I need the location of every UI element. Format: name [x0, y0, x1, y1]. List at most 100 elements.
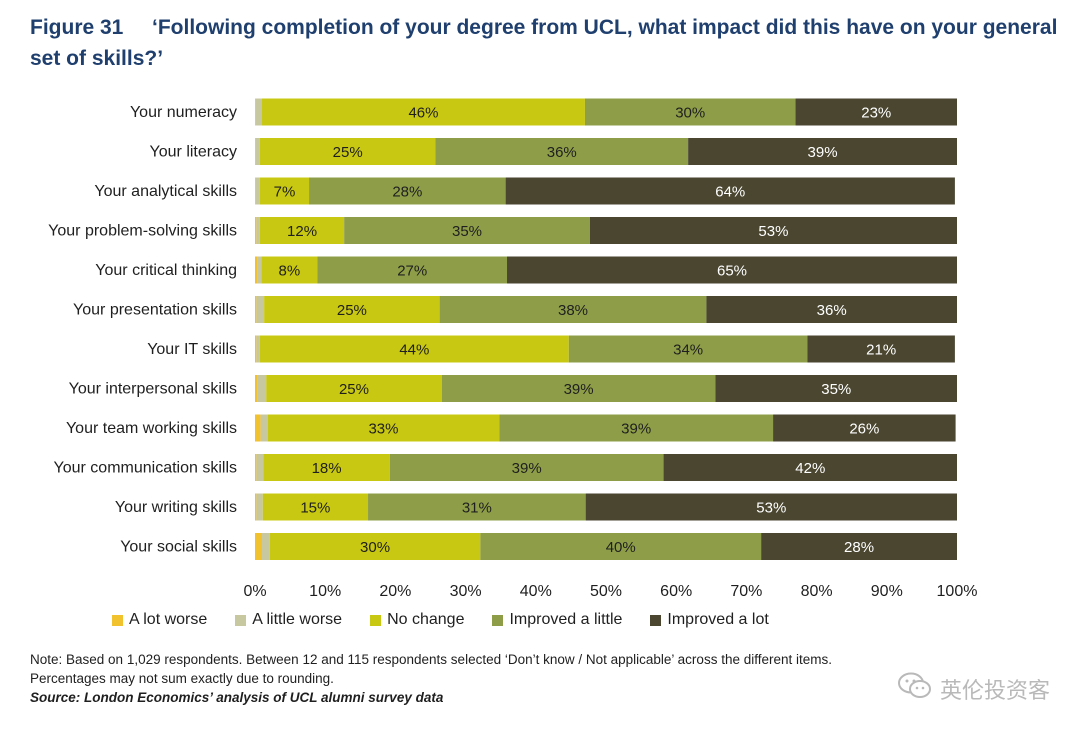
- data-label: 42%: [795, 460, 825, 477]
- bar-segment: [255, 98, 256, 126]
- category-label: Your communication skills: [54, 460, 237, 477]
- data-label: 39%: [808, 144, 838, 161]
- legend-item: Improved a little: [492, 611, 622, 629]
- bar-segment: [256, 217, 260, 244]
- data-label: 38%: [558, 302, 588, 319]
- bar-segment: [688, 138, 957, 165]
- legend-label: A little worse: [252, 611, 343, 628]
- bar-segment: [255, 138, 260, 165]
- x-tick-label: 60%: [660, 583, 692, 600]
- bar-segment: [264, 296, 440, 323]
- bar-segment: [261, 256, 318, 284]
- data-label: 65%: [717, 263, 747, 280]
- notes-block: Note: Based on 1,029 respondents. Betwee…: [30, 650, 832, 707]
- wechat-icon: [897, 672, 932, 706]
- category-label: Your problem-solving skills: [48, 223, 237, 240]
- x-tick-label: 30%: [450, 583, 482, 600]
- bar-segment: [761, 533, 957, 560]
- data-label: 12%: [287, 223, 317, 240]
- legend-swatch: [235, 614, 247, 626]
- bar-segment: [267, 414, 500, 442]
- bar-segment: [773, 414, 956, 442]
- bar-segment: [715, 375, 957, 402]
- note-line-2: Percentages may not sum exactly due to r…: [30, 671, 334, 686]
- legend-swatch: [112, 614, 123, 626]
- bar-segment: [262, 98, 585, 126]
- bar-segment: [255, 296, 257, 323]
- legend-swatch: [492, 614, 504, 626]
- data-label: 25%: [333, 144, 363, 161]
- legend-item: A lot worse: [112, 611, 207, 629]
- chart-legend: A lot worse A little worse No change Improv…: [112, 609, 797, 631]
- category-label: Your critical thinking: [95, 262, 237, 279]
- bar-segment: [585, 493, 957, 521]
- category-label: Your IT skills: [147, 341, 237, 358]
- data-label: 46%: [408, 105, 438, 122]
- category-label: Your numeracy: [130, 104, 237, 121]
- data-label: 64%: [715, 184, 745, 201]
- data-label: 30%: [360, 539, 390, 556]
- bar-segment: [663, 454, 957, 481]
- bar-segment: [269, 533, 481, 560]
- bar-segment: [262, 493, 369, 521]
- bar-segment: [256, 493, 263, 521]
- legend-swatch: [650, 614, 662, 626]
- bar-segment: [439, 296, 707, 323]
- legend-label: No change: [387, 611, 465, 628]
- data-label: 31%: [462, 500, 492, 517]
- data-label: 30%: [675, 105, 705, 122]
- x-tick-label: 70%: [730, 583, 762, 600]
- stacked-bar-chart: Your numeracy 46% 30% 23% Your literacy 25% 36…: [48, 98, 977, 600]
- bar-segment: [255, 138, 256, 165]
- bar-segment: [255, 177, 260, 205]
- x-tick-label: 80%: [801, 583, 833, 600]
- bar-segment: [505, 177, 955, 205]
- note-line-1: Note: Based on 1,029 respondents. Betwee…: [30, 652, 832, 667]
- bar-segment: [706, 296, 957, 323]
- data-label: 39%: [564, 381, 594, 398]
- data-label: 39%: [621, 421, 651, 438]
- bar-segment: [255, 533, 263, 560]
- source-line: Source: London Economics’ analysis of UC…: [30, 690, 444, 705]
- data-label: 35%: [452, 223, 482, 240]
- data-label: 34%: [673, 342, 703, 359]
- bar-segment: [255, 335, 257, 363]
- bar-segment: [257, 375, 267, 402]
- bar-segment: [441, 375, 716, 402]
- category-label: Your interpersonal skills: [69, 381, 237, 398]
- data-label: 23%: [861, 105, 891, 122]
- data-label: 21%: [866, 342, 896, 359]
- figure-title: ‘Following completion of your degree fro…: [30, 16, 1058, 70]
- category-label: Your analytical skills: [94, 183, 237, 200]
- bar-segment: [480, 533, 762, 560]
- data-label: 28%: [844, 539, 874, 556]
- bar-segment: [795, 98, 957, 126]
- figure-number: Figure 31: [30, 16, 124, 39]
- data-label: 39%: [512, 460, 542, 477]
- legend-swatch: [370, 614, 382, 626]
- bar-segment: [507, 256, 957, 284]
- data-label: 40%: [606, 539, 636, 556]
- x-tick-label: 20%: [379, 583, 411, 600]
- bar-segment: [317, 256, 508, 284]
- data-label: 27%: [397, 263, 427, 280]
- bar-segment: [259, 217, 345, 244]
- bar-segment: [255, 454, 257, 481]
- category-label: Your team working skills: [66, 420, 237, 437]
- bar-segment: [256, 296, 265, 323]
- figure-header: Figure 31 ‘Following completion of your d…: [30, 12, 1070, 74]
- legend-label: A lot worse: [129, 611, 208, 628]
- data-label: 36%: [817, 302, 847, 319]
- legend-item: No change: [370, 611, 464, 629]
- bar-segment: [263, 454, 390, 481]
- data-label: 25%: [337, 302, 367, 319]
- data-label: 53%: [756, 500, 786, 517]
- category-label: Your writing skills: [115, 499, 237, 516]
- bar-segment: [259, 177, 310, 205]
- data-label: 35%: [821, 381, 851, 398]
- data-label: 33%: [368, 421, 398, 438]
- data-label: 18%: [312, 460, 342, 477]
- legend-item: A little worse: [235, 611, 342, 629]
- data-label: 53%: [758, 223, 788, 240]
- bar-segment: [255, 256, 258, 284]
